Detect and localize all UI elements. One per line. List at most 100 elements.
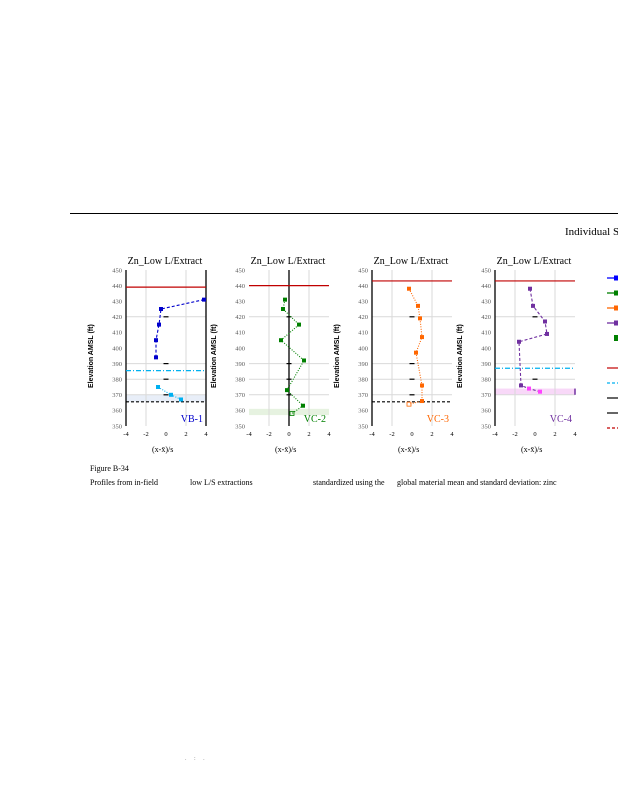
y-tick-label: 410: [112, 330, 122, 337]
data-point: [416, 303, 420, 308]
header-rule: [70, 213, 618, 214]
caption-part: Profiles from in-field: [90, 478, 158, 487]
figure-caption: Profiles from in-field low L/S extractio…: [90, 478, 610, 488]
data-point: [414, 350, 418, 355]
y-tick-label: 410: [358, 330, 368, 337]
panel-label: VB-1: [181, 414, 203, 425]
y-tick-label: 430: [481, 299, 491, 306]
data-point: [156, 385, 160, 389]
y-tick-label: 430: [358, 299, 368, 306]
data-point: [407, 286, 411, 291]
x-tick-label: -2: [143, 431, 148, 438]
panel-label: VC-4: [550, 414, 572, 425]
data-point: [154, 355, 158, 360]
chart-title: Zn_Low L/Extract: [496, 256, 572, 267]
series-line: [518, 288, 548, 393]
y-tick-label: 390: [235, 361, 245, 368]
x-tick-label: 4: [573, 431, 577, 438]
chart-legend: [604, 270, 618, 440]
y-tick-label: 380: [358, 377, 368, 384]
figure-label: Figure B-34: [90, 464, 129, 473]
caption-part: standardized using the: [313, 478, 385, 487]
caption-part: low L/S extractions: [190, 478, 253, 487]
legend-marker: [614, 320, 618, 326]
y-tick-label: 420: [481, 314, 491, 321]
chart-panel: Zn_Low L/Extract Elevation AMSL (ft) (x-x̄…: [209, 256, 332, 460]
data-point: [297, 322, 301, 327]
y-tick-label: 360: [481, 408, 491, 415]
y-tick-label: 380: [112, 377, 122, 384]
y-tick-label: 450: [112, 267, 122, 274]
data-point: [420, 383, 424, 388]
data-point: [527, 386, 531, 391]
chart-title: Zn_Low L/Extract: [373, 256, 449, 267]
chart-plot: 350 360 370 380 390 400 410 420 430 440 450 -4 -2 0 2 4…: [112, 267, 208, 438]
legend-marker: [614, 275, 618, 281]
data-point: [157, 322, 161, 327]
data-point: [159, 307, 163, 311]
x-tick-label: 0: [164, 431, 167, 438]
y-tick-label: 380: [235, 377, 245, 384]
chart-panel: Zn_Low L/Extract Elevation AMSL (ft) (x-x̄…: [86, 256, 209, 460]
data-point: [528, 286, 532, 291]
data-point: [281, 307, 285, 311]
y-tick-label: 420: [235, 314, 245, 321]
panel-label: VC-3: [427, 414, 449, 425]
y-tick-label: 350: [235, 423, 245, 430]
data-point: [301, 403, 305, 408]
x-tick-label: -4: [246, 431, 252, 438]
y-tick-label: 400: [358, 345, 368, 352]
y-tick-label: 380: [481, 377, 491, 384]
y-tick-label: 360: [235, 408, 245, 415]
series-line: [280, 299, 305, 414]
series-line: [155, 299, 205, 358]
y-tick-label: 350: [112, 423, 122, 430]
data-point: [406, 401, 412, 407]
chart-panel: Zn_Low L/Extract Elevation AMSL (ft) (x-x̄…: [455, 256, 578, 460]
legend-marker: [614, 290, 618, 296]
y-tick-label: 450: [235, 267, 245, 274]
chart-plot: 350 360 370 380 390 400 410 420 430 440 450 -4 -2 0 2 4…: [481, 267, 577, 438]
data-point: [302, 358, 306, 363]
y-tick-label: 350: [358, 423, 368, 430]
x-tick-label: 4: [204, 431, 208, 438]
data-point: [285, 388, 289, 393]
chart-plot: 350 360 370 380 390 400 410 420 430 440 450 -4 -2 0 2 4…: [358, 267, 454, 438]
chart-title: Zn_Low L/Extract: [250, 256, 326, 267]
shaded-band: [126, 394, 206, 402]
chart-panel: Zn_Low L/Extract Elevation AMSL (ft) (x-x̄…: [332, 256, 455, 460]
section-title: Individual Sp: [565, 226, 618, 238]
x-tick-label: 2: [184, 431, 187, 438]
y-tick-label: 440: [358, 283, 368, 290]
chart-plot: 350 360 370 380 390 400 410 420 430 440 450 -4 -2 0 2 4…: [235, 267, 331, 438]
data-point: [279, 338, 283, 343]
y-tick-label: 410: [235, 330, 245, 337]
panel-label: VC-2: [304, 414, 326, 425]
x-tick-label: 4: [327, 431, 331, 438]
data-point: [169, 392, 173, 397]
data-point: [283, 297, 287, 302]
caption-part: global material mean and standard deviat…: [397, 478, 557, 487]
y-tick-label: 400: [481, 345, 491, 352]
y-tick-label: 430: [112, 299, 122, 306]
data-point: [517, 339, 521, 344]
data-point: [420, 335, 424, 340]
data-point: [179, 397, 183, 402]
y-tick-label: 440: [235, 283, 245, 290]
data-point: [418, 316, 422, 321]
x-tick-label: -4: [369, 431, 375, 438]
data-point: [543, 319, 547, 324]
x-tick-label: -4: [492, 431, 498, 438]
x-axis-label: (x-x̄)/s: [152, 445, 174, 454]
x-tick-label: -2: [389, 431, 394, 438]
x-tick-label: -2: [512, 431, 517, 438]
shaded-band: [495, 388, 575, 395]
y-tick-label: 390: [358, 361, 368, 368]
y-tick-label: 370: [358, 392, 368, 399]
data-point: [538, 389, 542, 394]
y-tick-label: 420: [112, 314, 122, 321]
y-tick-label: 360: [112, 408, 122, 415]
x-tick-label: 2: [307, 431, 310, 438]
data-point: [202, 297, 206, 302]
x-axis-label: (x-x̄)/s: [275, 445, 297, 454]
